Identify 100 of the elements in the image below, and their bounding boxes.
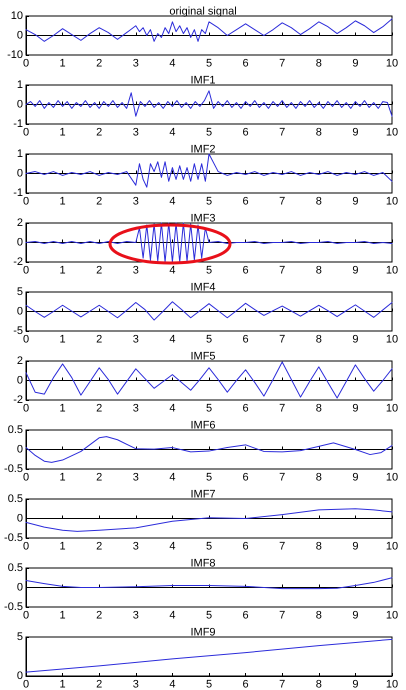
x-tick-label: 1 <box>60 472 66 484</box>
x-tick-label: 8 <box>316 610 322 622</box>
x-tick-label: 2 <box>96 126 102 138</box>
x-tick-label: 8 <box>316 264 322 276</box>
line-series <box>26 638 392 673</box>
x-tick-label: 6 <box>242 334 249 346</box>
chart-title: IMF2 <box>190 144 216 156</box>
line-series <box>26 18 392 42</box>
y-tick-label: 0 <box>16 306 23 318</box>
x-tick-label: 10 <box>386 126 398 138</box>
chart-title: IMF4 <box>190 282 216 294</box>
x-tick-label: 8 <box>316 126 322 138</box>
x-tick-label: 6 <box>242 126 249 138</box>
x-tick-label: 3 <box>132 264 139 276</box>
x-tick-label: 1 <box>60 610 66 622</box>
x-tick-label: 1 <box>60 678 66 690</box>
x-tick-label: 8 <box>316 334 322 346</box>
line-series <box>26 508 392 532</box>
x-tick-label: 8 <box>316 196 322 208</box>
x-tick-label: 6 <box>242 610 249 622</box>
x-tick-label: 8 <box>316 58 322 70</box>
x-tick-label: 10 <box>386 196 398 208</box>
x-tick-label: 8 <box>316 678 322 690</box>
x-tick-label: 7 <box>279 610 286 622</box>
x-tick-label: 7 <box>279 196 286 208</box>
y-tick-label: 2 <box>16 355 23 367</box>
x-tick-label: 4 <box>169 472 176 484</box>
y-tick-label: 0 <box>16 374 23 386</box>
chart-title: IMF8 <box>190 558 216 570</box>
x-tick-label: 2 <box>96 264 102 276</box>
x-tick-label: 6 <box>242 678 249 690</box>
y-tick-label: 0 <box>16 582 23 594</box>
x-tick-label: 3 <box>132 58 139 70</box>
y-tick-label: 0 <box>16 444 23 456</box>
x-tick-label: 2 <box>96 472 102 484</box>
x-tick-label: 7 <box>279 472 286 484</box>
x-tick-label: 5 <box>206 472 212 484</box>
x-tick-label: 4 <box>169 610 176 622</box>
line-series <box>26 436 392 463</box>
x-tick-label: 10 <box>386 334 398 346</box>
x-tick-label: 10 <box>386 472 398 484</box>
chart-title: original signal <box>169 6 237 18</box>
x-tick-label: 3 <box>132 126 139 138</box>
x-tick-label: 4 <box>169 58 176 70</box>
y-tick-label: 0.5 <box>8 562 23 574</box>
x-tick-label: 2 <box>96 58 102 70</box>
x-tick-label: 8 <box>316 402 322 414</box>
y-tick-label: 0 <box>16 236 23 248</box>
y-tick-label: -1 <box>13 187 23 199</box>
chart-title: IMF7 <box>190 488 216 500</box>
x-tick-label: 9 <box>352 264 358 276</box>
line-series <box>26 361 392 399</box>
x-tick-label: 10 <box>386 540 398 552</box>
chart-title: IMF1 <box>190 74 216 86</box>
x-tick-label: 3 <box>132 472 139 484</box>
y-tick-label: 2 <box>16 217 23 229</box>
y-tick-label: 0 <box>16 30 23 42</box>
x-tick-label: 1 <box>60 540 66 552</box>
y-tick-label: -2 <box>13 256 23 268</box>
x-tick-label: 9 <box>352 610 358 622</box>
x-tick-label: 6 <box>242 264 249 276</box>
y-tick-label: -0.5 <box>4 532 23 544</box>
y-tick-label: -1 <box>13 118 23 130</box>
y-tick-label: -0.5 <box>4 463 23 475</box>
x-tick-label: 5 <box>206 610 212 622</box>
y-tick-label: -2 <box>13 394 23 406</box>
x-tick-label: 2 <box>96 402 102 414</box>
x-tick-label: 5 <box>206 264 212 276</box>
x-tick-label: 9 <box>352 540 358 552</box>
x-tick-label: 3 <box>132 196 139 208</box>
x-tick-label: 8 <box>316 472 322 484</box>
x-tick-label: 4 <box>169 196 176 208</box>
y-tick-label: 5 <box>16 631 23 643</box>
line-series <box>26 154 392 188</box>
x-tick-label: 9 <box>352 126 358 138</box>
y-tick-label: 0 <box>16 168 23 180</box>
x-tick-label: 3 <box>132 678 139 690</box>
x-tick-label: 2 <box>96 610 102 622</box>
x-tick-label: 10 <box>386 402 398 414</box>
x-tick-label: 7 <box>279 58 286 70</box>
x-tick-label: 3 <box>132 334 139 346</box>
x-tick-label: 1 <box>60 58 66 70</box>
x-tick-label: 7 <box>279 264 286 276</box>
y-tick-label: 0.5 <box>8 424 23 436</box>
chart-title: IMF9 <box>190 626 216 638</box>
x-tick-label: 3 <box>132 402 139 414</box>
x-tick-label: 4 <box>169 126 176 138</box>
y-tick-label: -0.5 <box>4 601 23 613</box>
x-tick-label: 5 <box>206 196 212 208</box>
y-tick-label: 1 <box>16 79 23 91</box>
y-tick-label: 0 <box>16 670 23 682</box>
x-tick-label: 4 <box>169 678 176 690</box>
x-tick-label: 7 <box>279 540 286 552</box>
x-tick-label: 5 <box>206 540 212 552</box>
x-tick-label: 2 <box>96 540 102 552</box>
x-tick-label: 1 <box>60 264 66 276</box>
x-tick-label: 5 <box>206 678 212 690</box>
x-tick-label: 9 <box>352 678 358 690</box>
x-tick-label: 7 <box>279 334 286 346</box>
y-tick-label: 10 <box>10 10 23 22</box>
